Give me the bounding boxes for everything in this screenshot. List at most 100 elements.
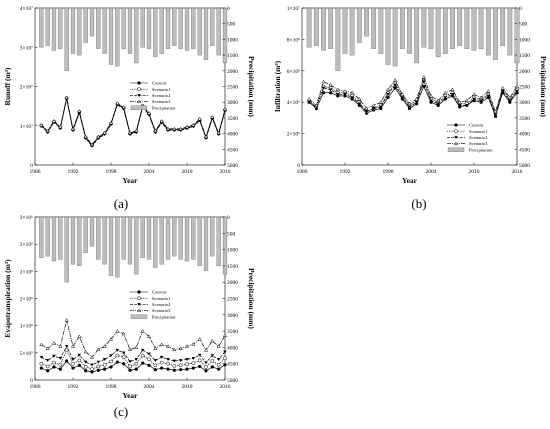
data-point-scenario2 [493, 113, 498, 117]
data-point-scenario2 [386, 93, 390, 96]
y2-axis-label: Precipitation (mm) [247, 56, 256, 117]
y-tick-label: 4×10⁶ [287, 100, 300, 106]
y2-tick-label: 2000 [227, 280, 238, 286]
chart-panel-1: 1986 1992 1998 2004 2010 2016 0 1×10⁷ 2×10⁷ 3×10⁷… [3, 6, 256, 211]
legend-label: Scenario3 [152, 308, 171, 313]
data-point-scenario3 [121, 331, 126, 336]
data-point-current [179, 368, 183, 372]
data-point-scenario2 [185, 358, 189, 361]
data-point-scenario3 [203, 134, 209, 139]
data-point-scenario2 [393, 83, 397, 87]
precipitation-bar [349, 7, 355, 56]
data-point-scenario3 [357, 96, 362, 101]
series-line-scenario3 [41, 97, 226, 146]
data-point-scenario2 [450, 93, 455, 96]
data-point-scenario3 [493, 109, 498, 114]
data-point-scenario1 [159, 360, 164, 365]
data-point-scenario1 [191, 361, 196, 366]
data-point-scenario3 [328, 82, 333, 87]
y2-tick-label: 1500 [227, 53, 238, 59]
data-point-current [166, 367, 170, 371]
precipitation-bar [134, 7, 139, 64]
data-point-scenario2 [90, 363, 94, 367]
data-point-scenario2 [96, 360, 101, 364]
legend-label: Precipitation [152, 314, 176, 319]
precipitation-bar [58, 216, 63, 260]
panel-label: (c) [114, 404, 128, 419]
data-point-scenario2 [178, 359, 183, 363]
precipitation-bar [165, 216, 171, 260]
y2-tick-label: 4000 [519, 132, 530, 138]
data-point-scenario3 [64, 318, 69, 322]
data-point-scenario3 [127, 130, 133, 135]
data-point-scenario3 [210, 338, 215, 343]
data-point-scenario3 [121, 105, 126, 109]
data-point-scenario3 [321, 79, 326, 84]
data-point-scenario3 [51, 118, 57, 123]
precipitation-bar [102, 7, 107, 54]
x-tick-label: 1998 [383, 169, 394, 175]
y2-tick-label: 1000 [519, 37, 530, 43]
data-point-scenario2 [172, 359, 177, 363]
data-point-current [198, 364, 202, 369]
precipitation-bar [493, 7, 498, 60]
y-tick-label: 3×10⁶ [20, 215, 33, 221]
precipitation-bar [70, 7, 76, 54]
x-tick-label: 1992 [68, 169, 79, 175]
precipitation-bar [51, 7, 57, 51]
data-point-scenario3 [443, 90, 448, 95]
panel-label: (a) [114, 196, 128, 211]
x-tick-label: 1992 [340, 169, 351, 175]
data-point-current [153, 368, 157, 372]
y2-axis-label: Precipitation (mm) [539, 56, 548, 117]
data-point-scenario3 [393, 78, 398, 82]
data-point-scenario3 [210, 115, 215, 119]
y2-tick-label: 4500 [227, 147, 238, 153]
precipitation-bar [435, 7, 441, 57]
data-point-scenario1 [204, 365, 208, 369]
data-point-scenario3 [146, 111, 152, 115]
data-point-scenario2 [102, 358, 107, 361]
precipitation-bar [70, 216, 76, 265]
precipitation-bar [392, 7, 398, 67]
data-point-scenario3 [486, 89, 491, 93]
y2-tick-label: 2500 [227, 85, 238, 91]
data-point-current [77, 363, 81, 367]
data-point-scenario2 [443, 96, 448, 100]
data-point-scenario3 [96, 347, 101, 352]
precipitation-bar [371, 7, 377, 49]
data-point-scenario3 [385, 87, 391, 92]
data-point-current [185, 367, 189, 371]
data-point-scenario1 [115, 353, 120, 358]
data-point-scenario2 [64, 345, 69, 348]
legend-marker [136, 99, 142, 104]
data-point-scenario3 [108, 120, 114, 125]
legend-marker [137, 296, 141, 301]
x-tick-label: 1986 [30, 384, 41, 390]
y2-tick-label: 4000 [227, 132, 238, 138]
precipitation-bar [464, 7, 470, 49]
y2-tick-label: 4500 [227, 362, 238, 368]
data-point-scenario1 [197, 358, 202, 363]
y2-tick-label: 0 [227, 215, 230, 221]
x-tick-label: 2010 [182, 384, 193, 390]
legend-marker [137, 81, 141, 85]
data-point-scenario3 [436, 98, 441, 103]
precipitation-bar [39, 7, 44, 48]
data-point-scenario3 [342, 89, 348, 93]
legend-marker [137, 87, 141, 92]
legend-marker [454, 136, 458, 139]
legend-label: Scenario2 [152, 93, 171, 98]
legend-label: Precipitation [152, 105, 176, 110]
precipitation-bar [191, 7, 196, 49]
data-point-current [103, 367, 107, 371]
precipitation-bar [45, 7, 50, 46]
precipitation-bar [159, 7, 164, 54]
data-point-scenario3 [165, 126, 171, 131]
data-point-current [39, 366, 43, 370]
x-tick-label: 1998 [106, 384, 117, 390]
data-point-scenario1 [140, 353, 145, 358]
data-point-scenario3 [153, 128, 158, 133]
y2-tick-label: 2000 [519, 69, 530, 75]
y2-axis-label: Precipitation (mm) [247, 268, 256, 329]
